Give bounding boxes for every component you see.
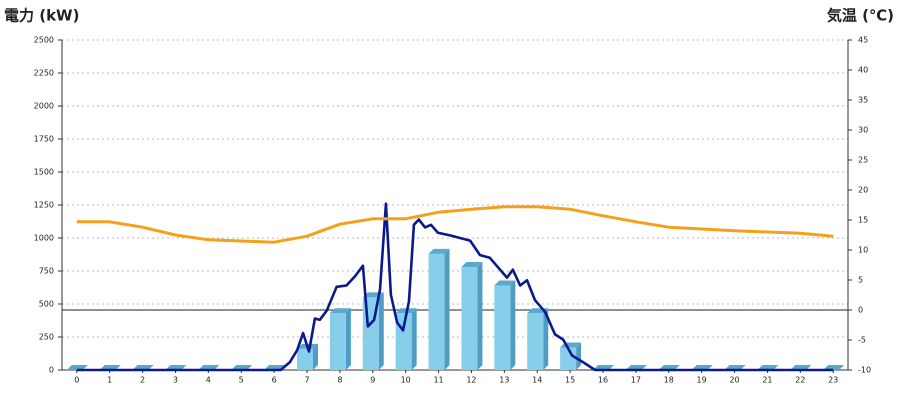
- bar: [428, 253, 445, 370]
- x-tick-label: 10: [401, 376, 411, 385]
- power-line: [76, 202, 834, 372]
- bar-side: [411, 308, 417, 370]
- y2-tick-label: 35: [858, 96, 868, 105]
- x-tick-label: 16: [598, 376, 608, 385]
- x-tick-label: 7: [304, 376, 309, 385]
- bar: [461, 267, 478, 370]
- x-tick-label: 9: [370, 376, 375, 385]
- x-tick-label: 0: [74, 376, 79, 385]
- y2-tick-label: 20: [858, 186, 868, 195]
- y-tick-label: 2000: [34, 102, 54, 111]
- x-tick-label: 14: [532, 376, 542, 385]
- y2-tick-label: 15: [858, 216, 868, 225]
- x-tick-label: 21: [762, 376, 772, 385]
- bar: [527, 313, 544, 370]
- x-tick-label: 23: [828, 376, 838, 385]
- bar: [329, 313, 346, 370]
- bar-top: [494, 280, 516, 286]
- temperature-line: [76, 205, 834, 244]
- bar: [494, 285, 511, 370]
- y2-tick-label: 45: [858, 36, 868, 45]
- y2-tick-label: -10: [858, 366, 871, 375]
- bar-side: [313, 343, 319, 370]
- x-tick-label: 5: [239, 376, 244, 385]
- y-tick-label: 1000: [34, 234, 54, 243]
- bar: [297, 348, 314, 370]
- bar-top: [461, 262, 483, 268]
- x-tick-label: 8: [337, 376, 342, 385]
- chart-title: 電力 (kW): [4, 7, 79, 25]
- y-tick-label: 0: [49, 366, 54, 375]
- y-tick-label: 500: [39, 300, 54, 309]
- x-tick-label: 6: [272, 376, 277, 385]
- y2-tick-label: 40: [858, 66, 868, 75]
- y-tick-label: 250: [39, 333, 54, 342]
- bar-side: [510, 280, 516, 370]
- x-tick-label: 11: [433, 376, 443, 385]
- y-tick-label: 750: [39, 267, 54, 276]
- y-tick-label: 1250: [34, 201, 54, 210]
- bar-side: [576, 342, 582, 370]
- x-tick-label: 12: [466, 376, 476, 385]
- x-tick-label: 22: [795, 376, 805, 385]
- y2-tick-label: 25: [858, 156, 868, 165]
- y-tick-label: 1750: [34, 135, 54, 144]
- x-tick-label: 13: [499, 376, 509, 385]
- x-tick-label: 18: [664, 376, 674, 385]
- x-tick-label: 3: [173, 376, 178, 385]
- x-tick-label: 1: [107, 376, 112, 385]
- bar-top: [329, 308, 351, 314]
- x-tick-label: 4: [206, 376, 211, 385]
- x-tick-label: 2: [140, 376, 145, 385]
- x-tick-label: 15: [565, 376, 575, 385]
- y2-title: 気温 (℃): [827, 7, 894, 25]
- bar-side: [345, 308, 351, 370]
- y2-tick-label: 0: [858, 306, 863, 315]
- y-tick-label: 1500: [34, 168, 54, 177]
- bar-side: [378, 292, 384, 370]
- y2-tick-label: -5: [858, 336, 866, 345]
- y2-tick-label: 10: [858, 246, 868, 255]
- y2-tick-label: 5: [858, 276, 863, 285]
- x-tick-label: 19: [697, 376, 707, 385]
- x-tick-label: 20: [729, 376, 739, 385]
- bar-side: [543, 308, 549, 370]
- y-tick-label: 2500: [34, 36, 54, 45]
- y2-tick-label: 30: [858, 126, 868, 135]
- y-tick-label: 2250: [34, 69, 54, 78]
- bar-side: [444, 248, 450, 370]
- x-tick-label: 17: [631, 376, 641, 385]
- bar-top: [428, 248, 450, 254]
- bar-side: [477, 262, 483, 370]
